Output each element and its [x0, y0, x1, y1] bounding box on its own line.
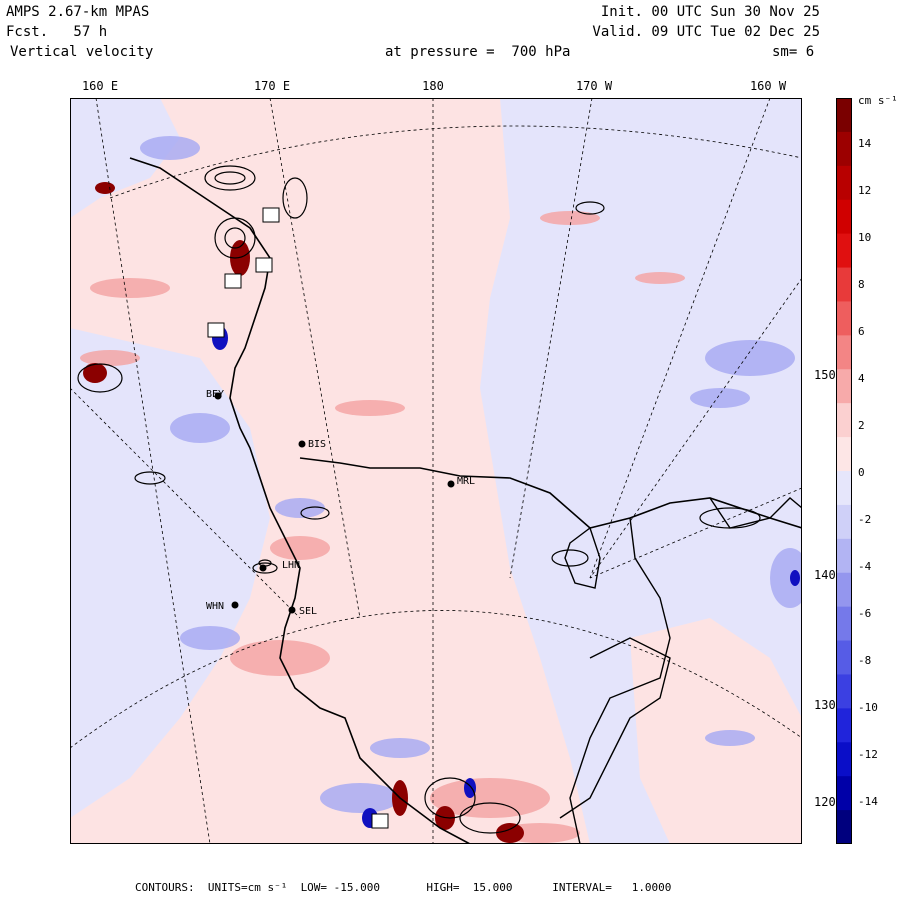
colorbar-tick-label: -2: [858, 513, 872, 526]
colorbar-swatch: [836, 437, 852, 472]
contour-dense-clusters: [77, 165, 761, 834]
colorbar-tick-label: -10: [858, 701, 878, 714]
descent-patches: [140, 136, 802, 813]
colorbar-swatch: [836, 742, 852, 777]
colorbar-swatch: [836, 538, 852, 574]
forecast-hour: Fcst. 57 h: [6, 24, 108, 40]
colorbar-swatch: [836, 776, 852, 811]
colorbar-tick-label: 8: [858, 278, 865, 291]
colorbar-swatch: [836, 165, 852, 201]
east-coast: [709, 497, 802, 529]
colorbar-tick-label: 14: [858, 137, 872, 150]
colorbar-swatch: [836, 267, 852, 302]
station-markers: [214, 392, 455, 614]
graticule-parallels: [70, 125, 802, 749]
colorbar-swatch: [836, 810, 852, 844]
colorbar-tick-label: -6: [858, 607, 872, 620]
lon-label-160w: 160 W: [749, 79, 787, 93]
colorbar-tick-label: 4: [858, 372, 865, 385]
vertical-velocity-map: [70, 98, 802, 844]
model-title: AMPS 2.67-km MPAS: [6, 4, 150, 20]
station-label-lhn: LHN: [282, 560, 301, 571]
inland-outline: [564, 526, 601, 589]
colorbar-swatch: [836, 640, 852, 675]
smoothing-label: sm= 6: [772, 44, 815, 60]
station-label-sel: SEL: [299, 606, 318, 617]
contour-info: CONTOURS: UNITS=cm s⁻¹ LOW= -15.000 HIGH…: [135, 881, 672, 894]
lon-label-170w: 170 W: [575, 79, 613, 93]
colorbar-swatch: [836, 403, 852, 438]
colorbar-swatch: [836, 708, 852, 743]
extrema-boxes: [207, 207, 389, 829]
colorbar-swatch: [836, 199, 852, 235]
coastline: [129, 157, 471, 844]
lon-label-170e: 170 E: [253, 79, 291, 93]
init-time: Init. 00 UTC Sun 30 Nov 25: [600, 4, 820, 20]
colorbar-frame: [836, 98, 852, 844]
colorbar-swatch: [836, 301, 852, 336]
descent-region-west: [70, 328, 270, 818]
colorbar-tick-label: 6: [858, 325, 865, 338]
colorbar-tick-label: 2: [858, 419, 865, 432]
colorbar-swatch: [836, 233, 852, 269]
lon-label-160e: 160 E: [81, 79, 119, 93]
lon-label-180: 180: [422, 79, 444, 93]
station-label-whn: WHN: [206, 601, 225, 612]
station-label-bey: BEY: [206, 389, 225, 400]
inland-ridge: [559, 637, 671, 819]
colorbar-swatch: [836, 572, 852, 608]
colorbar-tick-label: 0: [858, 466, 865, 479]
map-frame: [70, 98, 802, 844]
colorbar-tick-label: -8: [858, 654, 872, 667]
colorbar-swatch: [836, 131, 852, 167]
colorbar-swatch: [836, 335, 852, 370]
colorbar: [836, 98, 852, 844]
colorbar-tick-label: -4: [858, 560, 872, 573]
valid-time: Valid. 09 UTC Tue 02 Dec 25: [592, 24, 820, 40]
station-label-bis: BIS: [308, 439, 327, 450]
colorbar-tick-label: 12: [858, 184, 872, 197]
colorbar-tick-label: -14: [858, 795, 878, 808]
pressure-level: at pressure = 700 hPa: [385, 44, 571, 60]
colorbar-swatch: [836, 674, 852, 709]
colorbar-unit: cm s⁻¹: [858, 94, 898, 107]
colorbar-tick-label: -12: [858, 748, 878, 761]
field-name: Vertical velocity: [10, 44, 154, 60]
marie-byrd-coast: [569, 517, 671, 844]
station-label-mrl: MRL: [457, 476, 476, 487]
colorbar-swatch: [836, 606, 852, 642]
colorbar-swatch: [836, 98, 852, 133]
ascent-region-southeast: [630, 618, 802, 844]
colorbar-swatch: [836, 369, 852, 404]
colorbar-swatch: [836, 504, 852, 540]
colorbar-swatch: [836, 471, 852, 506]
colorbar-tick-label: 10: [858, 231, 872, 244]
